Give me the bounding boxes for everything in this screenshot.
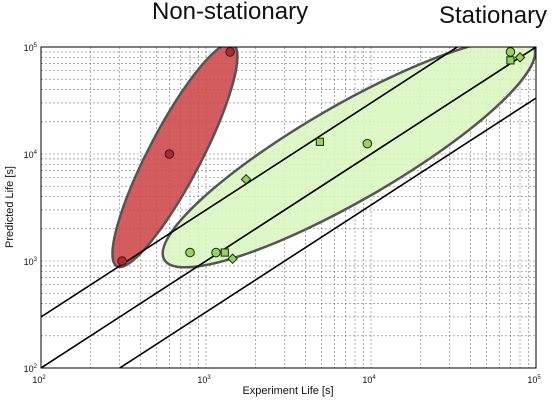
data-point-circle [225,47,235,57]
reference-line-1 [41,47,536,368]
data-point-square [220,248,229,257]
plot-frame [40,46,537,369]
group-ellipses [111,47,536,269]
data-point-circle [211,247,221,258]
data-point-circle [185,247,195,258]
x-tick-label: 103 [197,375,211,385]
x-tick-label: 104 [362,375,376,385]
tick-labels: 102 103 104 105 102 103 104 105 [24,43,542,385]
data-point-diamond [227,253,238,265]
reference-line-2 [118,97,536,368]
data-point-circle [505,47,516,57]
data-points [117,47,526,266]
y-tick-label: 105 [24,43,38,53]
x-tick-label: 105 [527,375,541,385]
y-tick-label: 103 [24,257,38,267]
data-point-circle [362,138,373,149]
data-point-circle [164,149,175,159]
data-point-diamond [240,174,252,185]
data-point-circle [117,256,127,266]
data-point-square [315,137,324,146]
y-axis-title: Predicted Life [s] [4,166,16,248]
data-point-diamond [514,52,526,63]
group-ellipse-1 [161,47,536,269]
stationary-label: Stationary [439,2,548,29]
group-ellipse-0 [111,47,239,269]
data-point-square [506,56,515,65]
x-axis-title: Experiment Life [s] [242,385,333,397]
x-tick-label: 102 [32,375,46,385]
y-tick-label: 104 [24,150,38,160]
y-tick-label: 102 [24,364,38,374]
non-stationary-label: Non-stationary [152,0,309,25]
